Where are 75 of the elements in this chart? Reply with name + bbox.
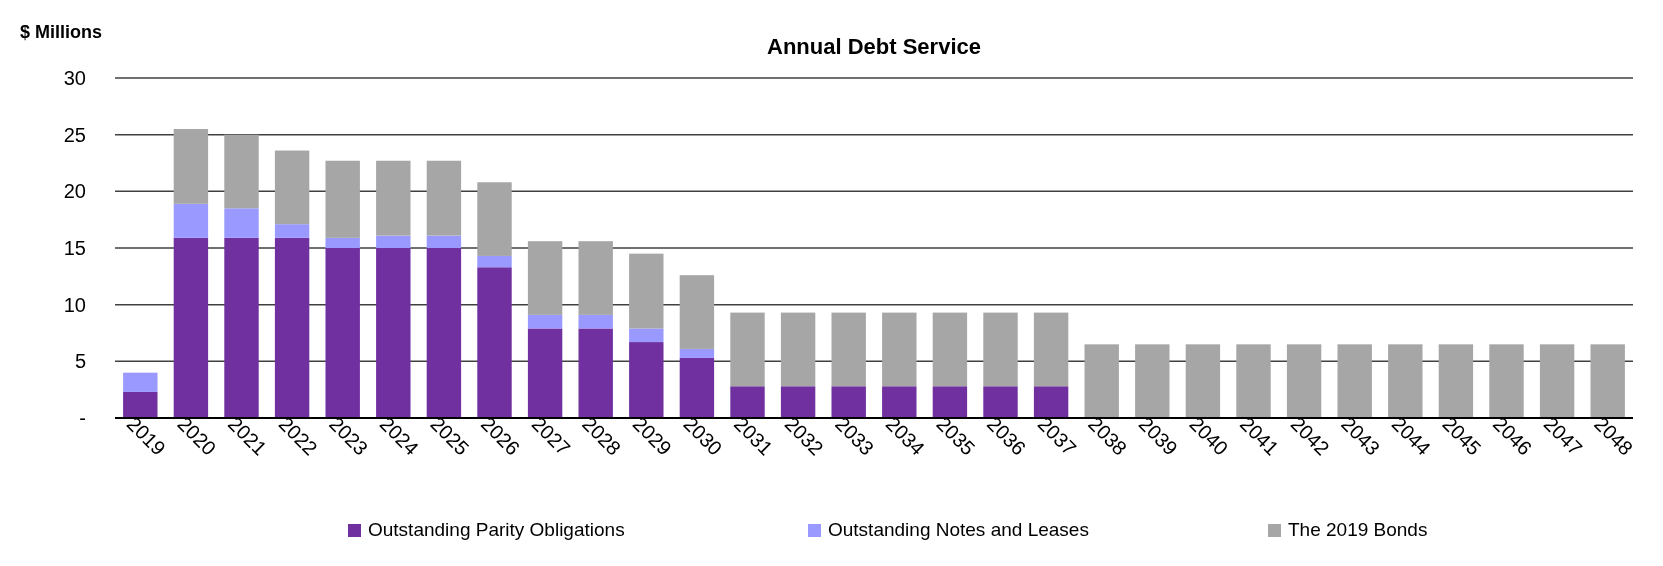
bar <box>325 248 360 418</box>
bar <box>578 241 613 315</box>
bar <box>376 235 411 248</box>
bar <box>1438 344 1474 418</box>
bar <box>173 237 209 418</box>
bar <box>578 328 613 418</box>
bar <box>527 328 563 418</box>
bar <box>1135 344 1170 418</box>
bar <box>932 386 968 418</box>
bar <box>629 253 664 329</box>
bar <box>1033 312 1069 387</box>
x-tick-label: 2047 <box>1539 412 1587 460</box>
bar <box>376 160 411 236</box>
bar <box>831 386 866 418</box>
y-tick-label: - <box>79 407 86 429</box>
bar <box>123 372 158 392</box>
chart-title: Annual Debt Service <box>767 34 981 59</box>
bar <box>882 312 917 387</box>
bar <box>173 129 209 204</box>
bar <box>224 208 259 238</box>
bar <box>1489 344 1524 418</box>
bar <box>325 237 360 248</box>
bar <box>1590 344 1625 418</box>
bar <box>983 386 1018 418</box>
bar <box>780 386 816 418</box>
legend-label: Outstanding Notes and Leases <box>828 519 1089 540</box>
bar <box>1388 344 1423 418</box>
bar <box>224 134 259 209</box>
bar <box>376 248 411 418</box>
x-tick-label: 2027 <box>527 412 575 460</box>
bar <box>477 182 512 256</box>
y-tick-label: 25 <box>63 123 86 146</box>
bar <box>730 386 765 418</box>
bar <box>831 312 866 387</box>
bar <box>325 160 360 238</box>
bar <box>527 314 563 329</box>
bar <box>1236 344 1271 418</box>
bar <box>527 241 563 315</box>
bar <box>274 237 310 418</box>
bar <box>932 312 968 387</box>
bar <box>983 312 1018 387</box>
bar <box>477 267 512 418</box>
bar <box>426 248 462 418</box>
bar <box>679 357 715 418</box>
bar <box>1185 344 1221 418</box>
bar <box>426 235 462 248</box>
y-axis-title: $ Millions <box>20 22 103 42</box>
bar <box>679 348 715 358</box>
bar <box>1539 344 1575 418</box>
bar <box>1084 344 1119 418</box>
bar <box>274 224 310 238</box>
bar <box>882 386 917 418</box>
bar <box>629 328 664 343</box>
bar <box>426 160 462 236</box>
bar <box>173 203 209 238</box>
bar <box>578 314 613 329</box>
y-tick-label: 20 <box>63 180 86 203</box>
bar <box>123 391 158 418</box>
legend-label: Outstanding Parity Obligations <box>368 519 625 540</box>
y-tick-label: 15 <box>63 237 86 259</box>
bar <box>780 312 816 387</box>
x-tick-label: 2037 <box>1033 412 1081 460</box>
bar <box>730 312 765 387</box>
bar <box>679 275 715 349</box>
bar <box>1033 386 1069 418</box>
legend-label: The 2019 Bonds <box>1288 519 1428 540</box>
y-tick-label: 5 <box>74 350 86 373</box>
bar <box>274 150 310 225</box>
bar <box>224 237 259 418</box>
bar <box>1286 344 1322 418</box>
bar <box>477 255 512 268</box>
bar <box>629 342 664 418</box>
y-tick-label: 30 <box>63 67 86 89</box>
bar <box>1337 344 1372 418</box>
y-tick-label: 10 <box>63 293 86 316</box>
